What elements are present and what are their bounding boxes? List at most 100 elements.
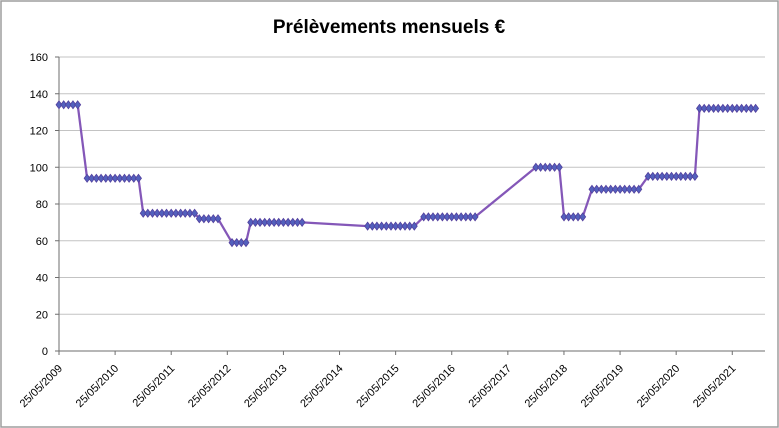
diamond-marker [177,208,185,218]
diamond-marker [420,212,428,222]
diamond-marker [630,184,638,194]
diamond-marker [742,103,750,114]
diamond-marker [125,173,133,183]
diamond-marker [172,208,180,218]
diamond-marker [92,173,100,183]
svg-text:25/05/2013: 25/05/2013 [242,363,289,410]
diamond-marker [434,212,442,222]
svg-text:25/05/2012: 25/05/2012 [186,363,233,410]
diamond-marker [429,212,437,222]
diamond-marker [607,184,615,194]
diamond-marker [443,212,451,222]
diamond-marker [139,208,147,218]
diamond-marker [88,173,96,183]
diamond-marker [279,217,287,228]
diamond-marker [448,212,456,222]
data-series [55,100,760,248]
diamond-marker [541,162,549,172]
diamond-marker [752,103,760,114]
diamond-marker [74,100,82,110]
diamond-marker [424,212,432,222]
diamond-marker [705,103,713,114]
diamond-marker [153,208,161,218]
svg-text:120: 120 [30,126,48,138]
diamond-marker [116,173,124,183]
diamond-marker [728,103,736,114]
diamond-marker [621,184,629,194]
diamond-marker [466,212,474,222]
diamond-marker [102,173,110,183]
diamond-marker [719,103,727,114]
diamond-marker [401,221,409,231]
diamond-marker [696,103,703,114]
diamond-marker [471,212,479,222]
svg-text:25/05/2017: 25/05/2017 [467,363,514,410]
diamond-marker [644,171,652,182]
diamond-marker [392,221,400,231]
diamond-marker [228,237,236,248]
diamond-marker [298,217,306,228]
diamond-marker [654,171,661,182]
diamond-marker [635,184,643,194]
diamond-marker [546,162,554,172]
diamond-marker [181,208,189,218]
svg-text:25/05/2015: 25/05/2015 [354,363,401,410]
diamond-marker [733,103,741,114]
diamond-marker [677,171,685,182]
svg-text:60: 60 [36,236,48,248]
diamond-marker [284,217,292,228]
diamond-marker [747,103,755,114]
x-axis-labels: 25/05/2009 25/05/2010 25/05/2011 25/05/2012… [18,363,739,410]
diamond-marker [588,184,596,194]
diamond-marker [186,208,194,218]
diamond-marker [256,217,264,228]
svg-text:25/05/2010: 25/05/2010 [74,363,121,410]
diamond-marker [275,217,283,228]
diamond-marker [368,221,376,231]
diamond-marker [406,221,414,231]
diamond-marker [649,171,657,182]
diamond-marker [294,217,301,228]
diamond-marker [214,214,222,224]
y-axis-labels: 0 20 40 60 80 100 120 140 160 [30,52,48,358]
svg-text:25/05/2011: 25/05/2011 [130,363,177,410]
diamond-marker [149,208,156,218]
diamond-marker [602,184,610,194]
axes [55,56,765,355]
svg-text:25/05/2014: 25/05/2014 [298,363,345,410]
diamond-marker [579,212,587,222]
diamond-marker [209,214,217,224]
diamond-marker [663,171,671,182]
diamond-marker [686,171,694,182]
diamond-marker [121,173,128,183]
diamond-marker [106,173,114,183]
diamond-marker [569,212,577,222]
diamond-marker [574,212,582,222]
diamond-marker [452,212,460,222]
diamond-marker [247,217,255,228]
diamond-marker [97,173,105,183]
chart-title: Prélèvements mensuels € [273,17,506,38]
diamond-marker [270,217,278,228]
svg-text:80: 80 [36,199,48,211]
diamond-marker [537,162,545,172]
diamond-marker [668,171,675,182]
svg-text:100: 100 [30,162,48,174]
diamond-marker [251,217,259,228]
diamond-marker [64,100,72,110]
diamond-marker [597,184,605,194]
svg-text:0: 0 [42,346,48,358]
diamond-marker [265,217,273,228]
diamond-marker [396,221,404,231]
diamond-marker [191,208,199,218]
diamond-marker [551,162,559,172]
diamond-marker [616,184,624,194]
svg-text:25/05/2019: 25/05/2019 [579,363,626,410]
diamond-marker [373,221,381,231]
diamond-marker [700,103,708,114]
diamond-marker [167,208,175,218]
diamond-marker [462,212,470,222]
svg-text:25/05/2021: 25/05/2021 [691,363,738,410]
